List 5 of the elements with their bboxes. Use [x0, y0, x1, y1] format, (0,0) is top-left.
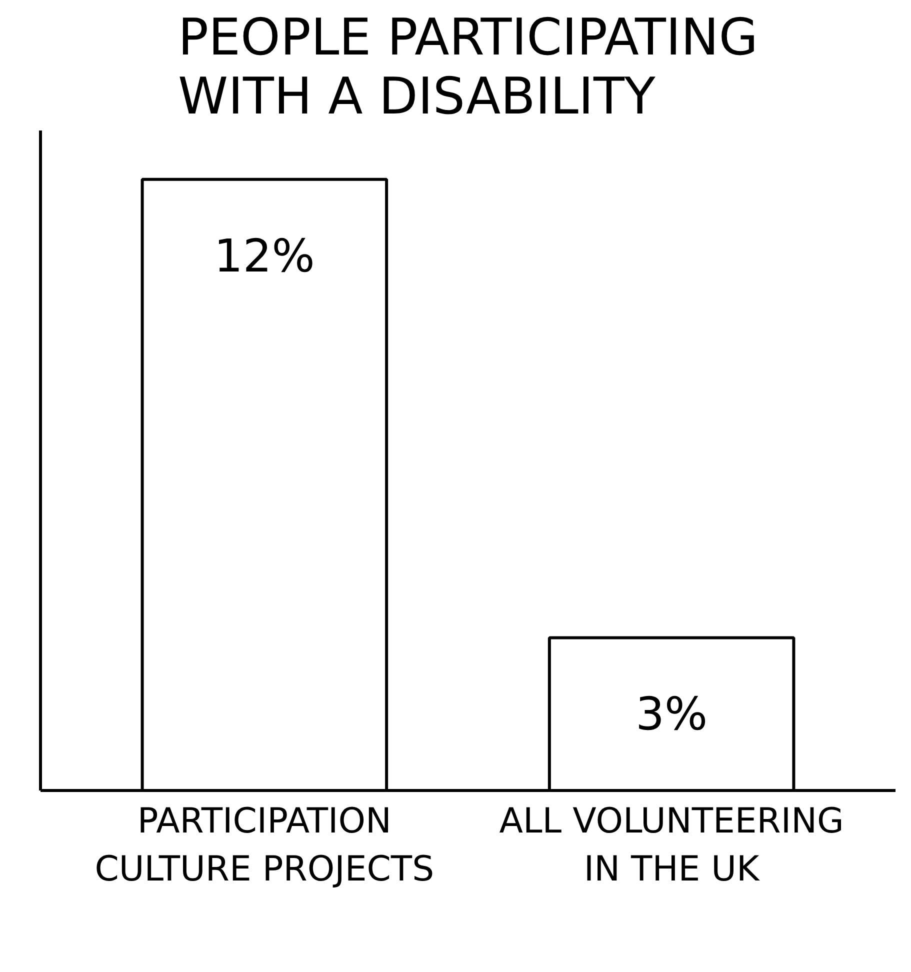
x-tick-label: ALL VOLUNTEERING IN THE UK [499, 802, 844, 890]
data-label: 12% [214, 229, 315, 282]
x-tick-label: PARTICIPATION CULTURE PROJECTS [94, 802, 434, 890]
chart-title: PEOPLE PARTICIPATING WITH A DISABILITY [178, 8, 758, 126]
data-label: 3% [636, 688, 708, 741]
